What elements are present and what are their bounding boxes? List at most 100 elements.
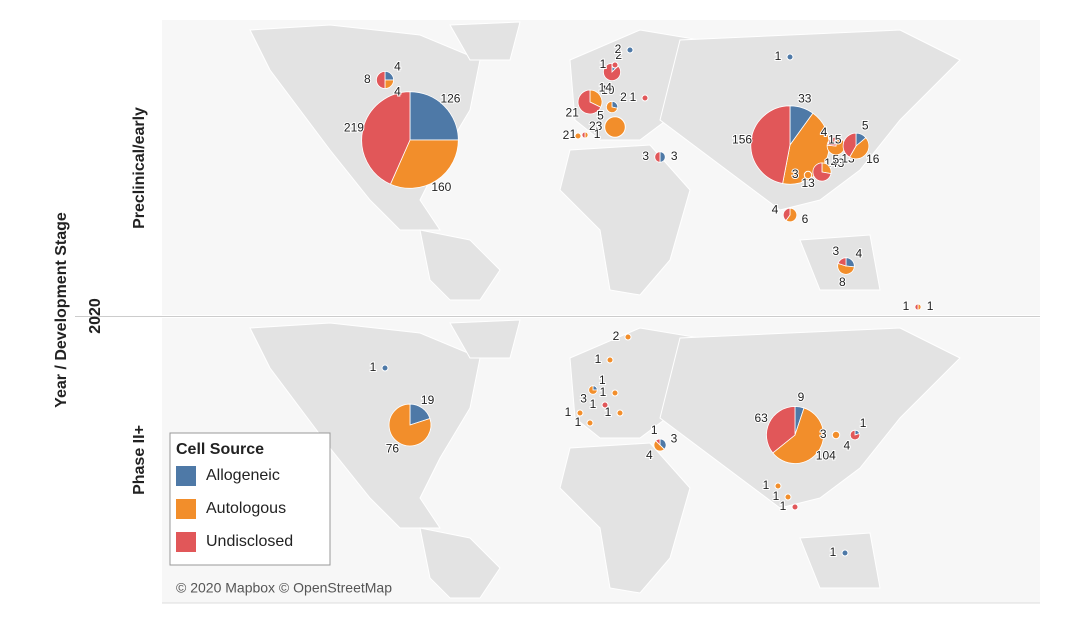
data-label: 9 <box>798 390 805 404</box>
pie-slice <box>389 139 459 189</box>
legend-label: Allogeneic <box>206 467 280 484</box>
pie-slice <box>812 162 832 182</box>
pie-slice <box>655 438 661 446</box>
pie-slice <box>917 303 922 311</box>
data-label: 1 <box>630 90 637 104</box>
data-label: 8 <box>839 275 846 289</box>
data-label: 4 <box>394 85 401 99</box>
data-label: 2 <box>615 48 622 62</box>
pie-slice <box>574 132 582 140</box>
pie-slice <box>849 137 870 160</box>
pie-slice <box>381 364 389 372</box>
data-label: 5 <box>862 118 869 132</box>
data-label: 126 <box>440 92 460 106</box>
pie-slice <box>784 493 792 501</box>
data-label: 4 <box>821 125 828 139</box>
pie-slice <box>641 94 649 102</box>
pie-slice <box>409 91 459 141</box>
data-label: 21 <box>566 105 580 119</box>
pie-slice <box>831 430 841 440</box>
data-label: 1 <box>651 423 658 437</box>
pie-slice <box>588 385 598 395</box>
data-label: 1 <box>570 127 577 141</box>
data-label: 15 <box>828 133 842 147</box>
pie-slice <box>826 136 837 147</box>
pie-slice <box>837 262 855 275</box>
pie-slice <box>785 207 798 223</box>
data-label: 1 <box>927 299 934 313</box>
data-label: 8 <box>364 72 371 86</box>
pie-slice <box>841 549 849 557</box>
pie-slice <box>766 406 796 454</box>
pie-slice <box>603 62 621 81</box>
data-label: 16 <box>866 152 880 166</box>
row-label: Preclinical/early <box>131 107 148 229</box>
data-label: 1 <box>830 545 837 559</box>
data-label: 4 <box>646 448 653 462</box>
pie-slice <box>654 151 661 163</box>
data-label: 2 <box>615 42 622 56</box>
data-label: 3 <box>792 167 799 181</box>
data-label: 2 <box>613 329 620 343</box>
legend-label: Autologous <box>206 500 286 517</box>
attribution: © 2020 Mapbox © OpenStreetMap <box>176 580 392 596</box>
data-label: 10 <box>601 83 615 97</box>
data-label: 3 <box>832 244 839 258</box>
data-label: 4 <box>394 60 401 74</box>
pie-slice <box>586 419 594 427</box>
data-label: 1 <box>763 478 770 492</box>
axis-title: Year / Development Stage <box>53 212 70 408</box>
pie-slice <box>611 61 619 69</box>
data-label: 3 <box>671 431 678 445</box>
data-label: 1 <box>599 373 606 387</box>
data-label: 23 <box>589 119 603 133</box>
data-label: 76 <box>386 441 400 455</box>
pie-slice <box>376 70 386 90</box>
pie-slice <box>774 482 782 490</box>
pie-slice <box>782 207 791 222</box>
pie-slice <box>803 170 813 180</box>
data-label: 1 <box>600 385 607 399</box>
data-label: 3 <box>820 427 827 441</box>
legend-swatch <box>176 466 196 486</box>
pie-slice <box>624 333 632 341</box>
pie-slice <box>605 100 619 114</box>
data-label: 3 <box>671 149 678 163</box>
legend-box <box>169 432 331 566</box>
legend-label: Undisclosed <box>206 533 293 550</box>
data-label: 33 <box>798 91 812 105</box>
pie-slice <box>786 53 794 61</box>
pie-slice <box>589 89 603 108</box>
pie-slice <box>581 131 586 139</box>
pie-slice <box>576 409 584 417</box>
pie-slice <box>361 91 411 185</box>
data-label: 1 <box>370 360 377 374</box>
data-label: 6 <box>802 212 809 226</box>
pie-slice <box>626 46 634 54</box>
pie-slice <box>772 407 824 464</box>
pie-slice <box>842 132 857 158</box>
data-label: 5 <box>597 108 604 122</box>
pie-slice <box>837 257 847 267</box>
legend-swatch <box>176 499 196 519</box>
data-label: 2 <box>563 128 570 142</box>
pie-slice <box>653 440 665 452</box>
pie-slice <box>604 116 626 138</box>
data-label: 4 <box>772 202 779 216</box>
data-label: 4 <box>844 438 851 452</box>
data-label: 19 <box>421 393 435 407</box>
data-label: 13 <box>801 176 815 190</box>
pie-slice <box>584 131 589 139</box>
row-label: Phase II+ <box>131 425 148 495</box>
data-label: 1 <box>600 57 607 71</box>
data-label: 1 <box>860 416 867 430</box>
data-label: 1 <box>595 352 602 366</box>
data-label: 5 <box>833 153 840 167</box>
data-label: 156 <box>732 133 752 147</box>
legend-title: Cell Source <box>176 441 264 458</box>
data-label: 1 <box>605 405 612 419</box>
data-label: 4 <box>856 247 863 261</box>
data-label: 3 <box>642 149 649 163</box>
data-label: 3 <box>580 392 587 406</box>
pie-slice <box>606 356 614 364</box>
